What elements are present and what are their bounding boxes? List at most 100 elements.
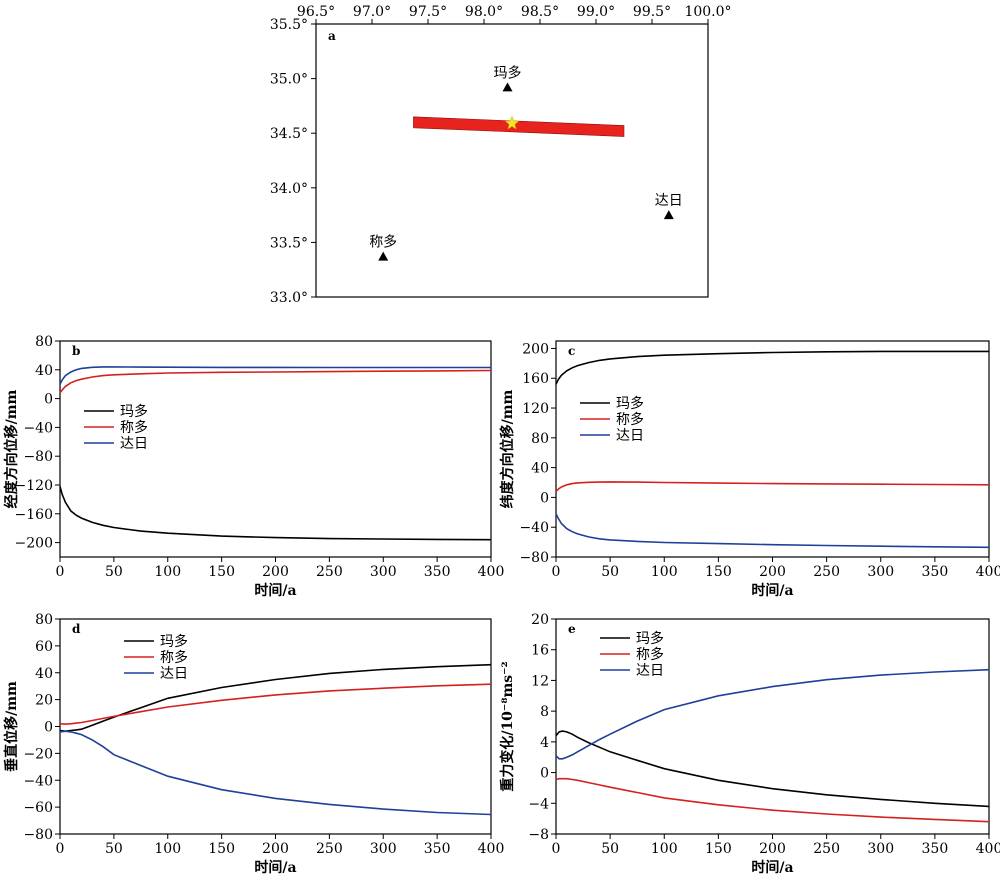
x-tick-label: 200 — [262, 564, 289, 580]
legend-label: 玛多 — [120, 403, 148, 420]
panel-label: b — [72, 344, 80, 358]
legend-label: 达日 — [616, 428, 644, 444]
x-tick-label: 200 — [262, 841, 289, 857]
y-axis-label: 经度方向位移/mm — [3, 389, 20, 508]
map-frame — [315, 23, 709, 298]
legend-label: 称多 — [636, 646, 664, 663]
y-tick-label: 20 — [531, 612, 549, 628]
y-tick-label: 160 — [522, 371, 549, 387]
x-tick-label: 150 — [705, 841, 732, 857]
y-tick-label: 0 — [44, 720, 53, 736]
x-tick-label: 250 — [316, 564, 343, 580]
x-tick-label: 300 — [867, 564, 894, 580]
y-tick-label: −40 — [519, 520, 549, 536]
chart-panel-d: 0 50 100 150 200 250 300 350 400806040200−20−40−… — [3, 612, 504, 876]
series-line-1 — [555, 777, 990, 823]
x-tick-label: 0 — [56, 564, 65, 580]
y-tick-label: −8 — [528, 827, 549, 843]
x-tick-label: 50 — [601, 841, 619, 857]
plot-frame — [555, 340, 990, 558]
x-axis-label: 时间/a — [751, 859, 793, 876]
y-tick-label: 80 — [35, 334, 53, 350]
y-axis-label: 重力变化/10⁻⁸ms⁻² — [499, 661, 516, 791]
x-tick-label: 400 — [478, 841, 505, 857]
y-axis-label: 纬度方向位移/mm — [499, 389, 516, 508]
x-tick-label: 250 — [813, 564, 840, 580]
legend-label: 称多 — [616, 411, 644, 428]
x-axis-label: 时间/a — [254, 859, 296, 876]
map-panel-a: 96.5° 97.0° 97.5° 98.0° 98.5° 99.0° 99.5° 100.0… — [270, 4, 732, 306]
y-tick-label: −80 — [23, 827, 53, 843]
y-tick-label: −20 — [23, 746, 53, 762]
series-line-0 — [555, 350, 989, 385]
legend-label: 玛多 — [616, 395, 644, 412]
y-tick-label: 35.5° — [270, 17, 308, 33]
y-tick-label: −120 — [15, 478, 53, 494]
station-triangle-icon — [502, 82, 513, 92]
y-tick-label: −40 — [23, 420, 53, 436]
x-tick-label: 50 — [105, 841, 123, 857]
y-axis-label: 垂直位移/mm — [3, 681, 20, 772]
x-tick-label: 0 — [552, 564, 561, 580]
y-tick-label: 0 — [540, 766, 549, 782]
x-tick-label: 400 — [976, 564, 1000, 580]
x-tick-label: 350 — [922, 564, 949, 580]
x-tick-label: 200 — [759, 564, 786, 580]
series-line-2 — [59, 730, 492, 816]
y-tick-label: −160 — [15, 507, 53, 523]
y-tick-label: 33.5° — [270, 235, 308, 251]
x-tick-label: 250 — [813, 841, 840, 857]
legend-label: 达日 — [120, 436, 148, 452]
y-tick-label: 80 — [35, 612, 53, 628]
y-tick-label: −60 — [23, 800, 53, 816]
y-tick-label: −4 — [528, 796, 549, 812]
plot-frame — [59, 618, 492, 835]
y-tick-label: 33.0° — [270, 290, 308, 306]
panel-label: c — [568, 344, 575, 358]
series-line-2 — [59, 366, 491, 385]
series-line-2 — [555, 513, 990, 549]
x-tick-label: 50 — [105, 564, 123, 580]
series-line-1 — [555, 481, 990, 493]
legend-label: 玛多 — [636, 630, 664, 647]
chart-panel-c: 0 50 100 150 200 250 300 350 40020016012080400−4… — [499, 340, 1000, 599]
chart-panel-b: 0 50 100 150 200 250 300 350 40080400−40−80−120−… — [3, 334, 504, 599]
y-tick-label: −80 — [519, 550, 549, 566]
series-line-2 — [555, 668, 990, 760]
x-tick-label: 100 — [154, 841, 181, 857]
x-tick-label: 96.5° — [297, 4, 335, 20]
legend-label: 达日 — [636, 663, 664, 679]
x-tick-label: 300 — [370, 841, 397, 857]
station-triangle-icon — [378, 251, 389, 261]
x-tick-label: 350 — [424, 841, 451, 857]
y-tick-label: 200 — [522, 341, 549, 357]
x-tick-label: 350 — [424, 564, 451, 580]
series-line-1 — [59, 369, 492, 394]
y-tick-label: 40 — [35, 363, 53, 379]
y-tick-label: 35.0° — [270, 72, 308, 88]
legend-label: 称多 — [120, 419, 148, 436]
y-tick-label: 12 — [531, 673, 549, 689]
x-tick-label: 99.0° — [577, 4, 615, 20]
y-tick-label: 4 — [540, 735, 549, 751]
x-tick-label: 350 — [922, 841, 949, 857]
chart-panel-e: 0 50 100 150 200 250 300 350 400 20 16 12 8 4 0 −4 −8 时间/… — [499, 612, 1000, 876]
y-tick-label: −40 — [23, 773, 53, 789]
station-triangle-icon — [663, 210, 674, 220]
x-tick-label: 0 — [56, 841, 65, 857]
x-tick-label: 100 — [651, 841, 678, 857]
x-tick-label: 97.0° — [353, 4, 391, 20]
series-line-0 — [59, 663, 492, 733]
x-tick-label: 400 — [478, 564, 505, 580]
epicenter-star-icon — [504, 115, 520, 130]
x-tick-label: 99.5° — [633, 4, 671, 20]
x-tick-label: 100 — [154, 564, 181, 580]
y-tick-label: 8 — [540, 704, 549, 720]
x-axis-label: 时间/a — [254, 582, 296, 599]
legend-label: 达日 — [160, 666, 188, 682]
panel-label: d — [72, 622, 81, 636]
series-line-1 — [59, 683, 492, 725]
x-tick-label: 150 — [208, 564, 235, 580]
x-tick-label: 100 — [651, 564, 678, 580]
